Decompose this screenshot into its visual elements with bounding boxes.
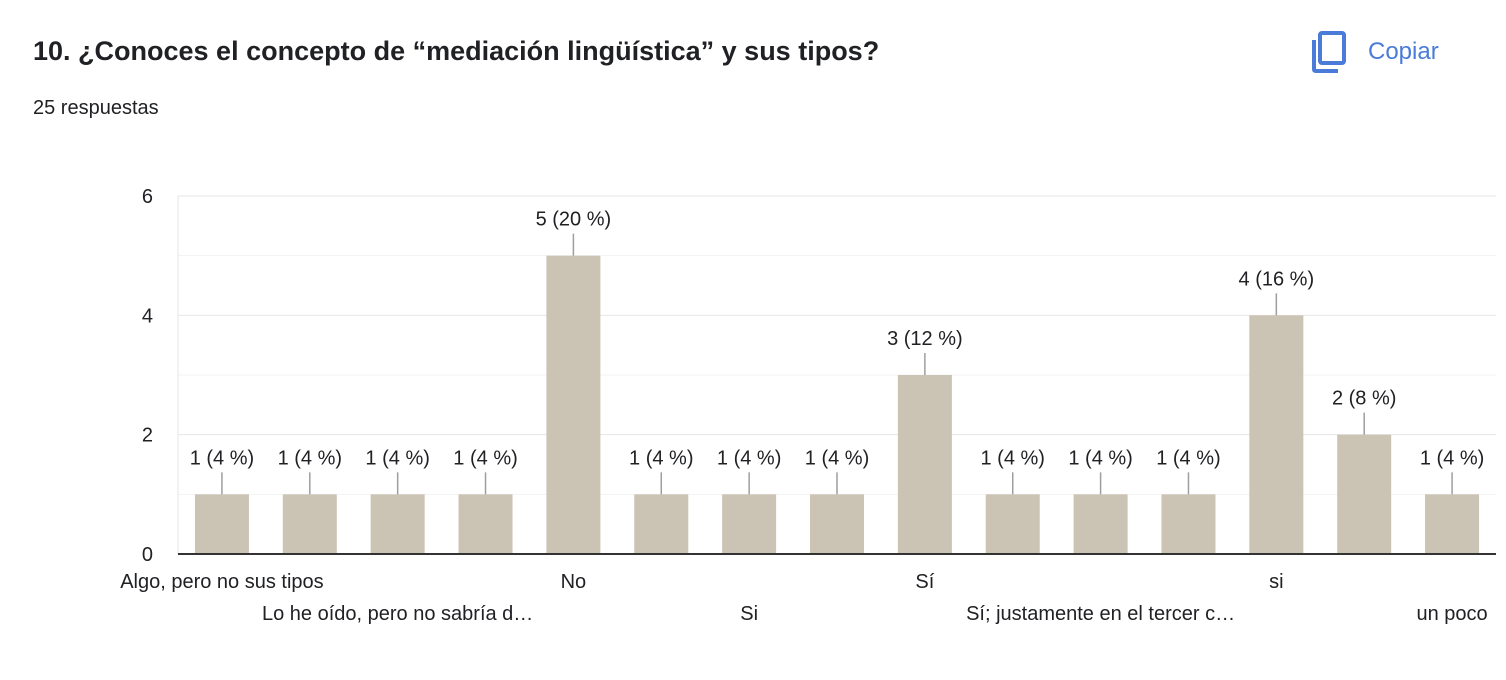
data-label: 4 (16 %) [1239,268,1315,290]
bar [194,494,249,554]
data-label: 1 (4 %) [717,447,781,469]
x-tick-label: Algo, pero no sus tipos [120,571,323,593]
copy-label: Copiar [1368,38,1439,65]
data-label: 1 (4 %) [629,447,693,469]
data-label: 2 (8 %) [1332,388,1396,410]
bar [370,494,425,554]
copy-icon [1312,31,1346,73]
bar [985,494,1040,554]
x-tick-label: un poco [1416,603,1487,625]
data-label: 1 (4 %) [1068,447,1132,469]
copy-button[interactable]: Copiar [1308,28,1478,76]
bar [1249,315,1304,554]
x-tick-label: No [561,571,587,593]
bar [634,494,689,554]
x-tick-label: Lo he oído, pero no sabría d… [262,603,533,625]
data-label: 1 (4 %) [453,447,517,469]
data-label: 1 (4 %) [190,447,254,469]
bar [546,255,601,554]
response-count: 25 respuestas [33,97,159,119]
data-label: 1 (4 %) [980,447,1044,469]
bar [1425,494,1480,554]
x-tick-label: si [1269,571,1283,593]
y-tick-label: 0 [142,544,153,566]
y-tick-label: 2 [142,425,153,447]
data-label: 1 (4 %) [278,447,342,469]
data-label: 5 (20 %) [536,209,612,231]
data-label: 1 (4 %) [365,447,429,469]
y-tick-label: 6 [142,186,153,208]
question-title: 10. ¿Conoces el concepto de “mediación l… [33,36,880,66]
x-tick-label: Si [740,603,758,625]
bar [282,494,337,554]
data-label: 1 (4 %) [1156,447,1220,469]
bar [1161,494,1216,554]
bar [1337,434,1392,554]
x-tick-label: Sí [915,571,934,593]
bar [458,494,513,554]
y-tick-label: 4 [142,305,153,327]
data-label: 1 (4 %) [1420,447,1484,469]
bar [897,375,952,554]
data-label: 1 (4 %) [805,447,869,469]
bar [722,494,777,554]
bar [810,494,864,554]
bar [1073,494,1128,554]
data-label: 3 (12 %) [887,328,963,350]
x-tick-label: Sí; justamente en el tercer c… [966,603,1235,625]
